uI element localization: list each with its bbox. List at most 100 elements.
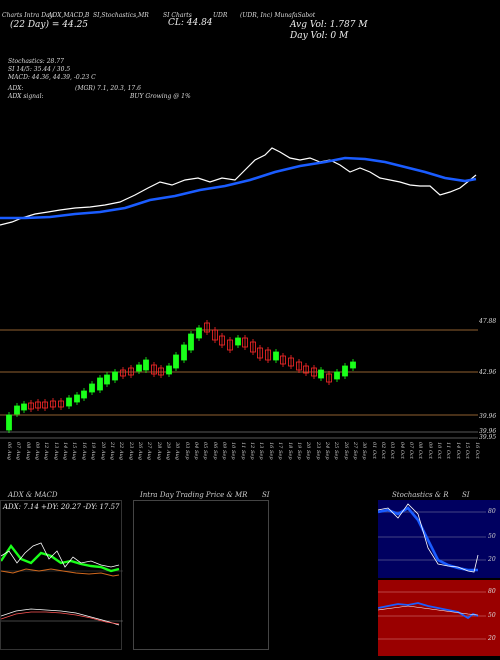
candle-body [250,341,256,353]
candle-body [136,364,142,372]
rsi-lines [378,591,486,640]
candle-body [166,365,172,375]
date-label: 07 Aug [15,442,22,460]
candle-body [196,327,202,339]
rsi-panel: 80 50 20 [378,580,500,656]
plus-di-line [1,543,120,573]
date-label: 30 Sep [361,442,368,460]
adx-signal-label: ADX signal: [8,93,44,100]
date-label: 04 Oct [398,442,405,459]
header-tab-charts[interactable]: Charts Intra Day [2,12,54,19]
date-label: 11 Oct [445,442,452,459]
candle-body [204,322,210,333]
candle-body [66,397,72,407]
rsi-tick: 50 [488,612,496,619]
macd-line [1,608,120,626]
macd-readout: MACD: 44.36, 44.39, -0.23 C [8,74,96,81]
rsi-tick: 20 [488,635,496,642]
candle-body [158,367,164,376]
candle-body [227,339,233,351]
adx-panel-readout: ADX: 7.14 +DY: 20.27 -DY: 17.57 [3,503,120,511]
candle-body [97,377,103,391]
candle-body [6,414,12,431]
price-axis-label: 42.96 [479,369,497,376]
candle-body [128,367,134,376]
candle-body [58,400,64,408]
candle-body [242,337,248,348]
candle-body [21,403,27,411]
date-label: 03 Oct [389,442,396,459]
candle-body [89,383,95,393]
intraday-panel-title: Intra Day Trading Price & MR [140,491,248,499]
minus-di-line [1,568,120,577]
date-label: 16 Aug [80,442,87,460]
adx-macd-lines [1,542,123,626]
candle-body [273,351,279,361]
candle-body [81,390,87,399]
day-volume-label: Day Vol: 0 M [290,31,349,41]
date-label: 06 Aug [6,442,12,460]
date-label: 27 Aug [146,442,153,460]
candle-body [303,365,309,374]
close-price-label: CL: 44.84 [168,18,213,28]
price-axis-label: 47.88 [479,318,497,325]
date-label: 02 Oct [380,442,386,459]
candle-body [212,329,218,341]
candle-body [28,402,34,410]
date-label: 26 Sep [342,442,349,460]
date-label: 22 Aug [118,442,125,460]
rsi-signal-line [378,605,479,616]
price-axis-label: 39.95 [479,434,497,441]
price-line [0,147,477,226]
rsi-line [378,602,479,620]
rsi-readout: SI 14/5: 35.44 / 30.5 [8,66,71,73]
stoch-tick: 80 [488,508,496,515]
price-axis-label: 39.96 [479,413,497,420]
header-company: (UDR, Inc) MunafaSabot [240,12,316,19]
candle-body [265,349,271,361]
candle-body [173,354,179,369]
date-label: 18 Sep [286,442,293,460]
date-label: 12 Sep [249,442,256,460]
header-tab-stochastics[interactable]: SI,Stochastics,MR [93,12,149,19]
candle-body [318,369,324,379]
date-label: 09 Aug [34,442,41,460]
date-label: 30 Aug [174,442,181,460]
candle-body [219,335,225,346]
date-label: 08 Aug [24,442,31,460]
candle-body [120,369,126,377]
candle-body [14,405,20,415]
moving-average-line [0,156,477,220]
date-label: 10 Sep [230,442,237,460]
candle-body [42,401,48,409]
date-label: 19 Sep [295,442,302,460]
date-label: 15 Oct [464,442,471,459]
header-tab-si-charts[interactable]: SI Charts [163,12,192,19]
stoch-panel-si: SI [462,491,470,499]
date-label: 27 Sep [351,442,358,460]
stoch-panel-title: Stochastics & R [392,491,449,499]
date-label: 11 Sep [239,442,246,460]
date-label: 04 Sep [193,442,199,460]
date-label: 08 Oct [417,442,424,459]
buy-signal: BUY Growing @ 1% [130,93,191,100]
candle-body [257,347,263,359]
date-label: 20 Sep [305,442,312,460]
date-label: 03 Sep [183,442,190,460]
intraday-panel [133,500,269,650]
candle-body [350,361,356,369]
candle-body [50,400,56,408]
period-label: (22 Day) = 44.25 [10,20,89,30]
date-label: 16 Sep [267,442,274,460]
date-label: 23 Sep [314,442,321,460]
stochastics-readout: Stochastics: 28.77 [8,58,64,65]
header-tab-adx-macd[interactable]: ADX,MACD,B [48,12,90,19]
candle-body [334,371,340,380]
candle-body [104,374,110,385]
stoch-d-line [378,506,478,572]
date-label: 10 Oct [436,442,443,459]
candle-body [326,373,332,383]
date-label: 25 Sep [333,442,340,460]
date-label: 14 Aug [62,442,69,460]
date-label: 09 Oct [426,442,433,459]
